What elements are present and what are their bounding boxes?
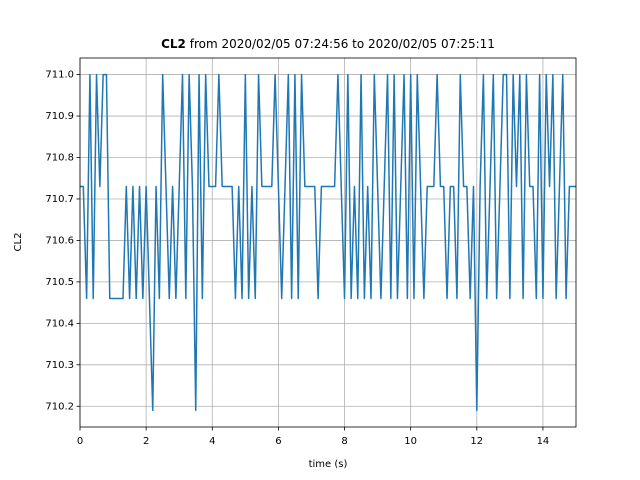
title-rest: from 2020/02/05 07:24:56 to 2020/02/05 0… — [190, 37, 495, 51]
x-tick-label: 6 — [275, 436, 281, 447]
x-tick-label: 10 — [404, 436, 417, 447]
x-tick-label: 2 — [143, 436, 149, 447]
y-tick-label: 710.2 — [45, 401, 74, 412]
plot-frame — [79, 57, 577, 428]
chart-title: CL2 from 2020/02/05 07:24:56 to 2020/02/… — [161, 37, 495, 51]
x-tick-label: 12 — [470, 436, 483, 447]
x-tick-label: 4 — [209, 436, 215, 447]
y-tick-label: 710.4 — [45, 318, 74, 329]
x-axis-label: time (s) — [309, 459, 348, 470]
title-bold: CL2 — [161, 37, 186, 51]
x-tick-label: 0 — [77, 436, 83, 447]
y-axis-label: CL2 — [13, 233, 24, 252]
y-tick-label: 710.5 — [45, 277, 74, 288]
y-tick-label: 710.6 — [45, 235, 74, 246]
x-tick-label: 8 — [341, 436, 347, 447]
y-tick-label: 711.0 — [45, 70, 74, 81]
y-tick-label: 710.8 — [45, 153, 74, 164]
data-line — [80, 73, 576, 412]
y-tick-label: 710.9 — [45, 111, 74, 122]
x-tick-label: 14 — [537, 436, 550, 447]
y-tick-label: 710.3 — [45, 360, 74, 371]
y-tick-label: 710.7 — [45, 194, 74, 205]
